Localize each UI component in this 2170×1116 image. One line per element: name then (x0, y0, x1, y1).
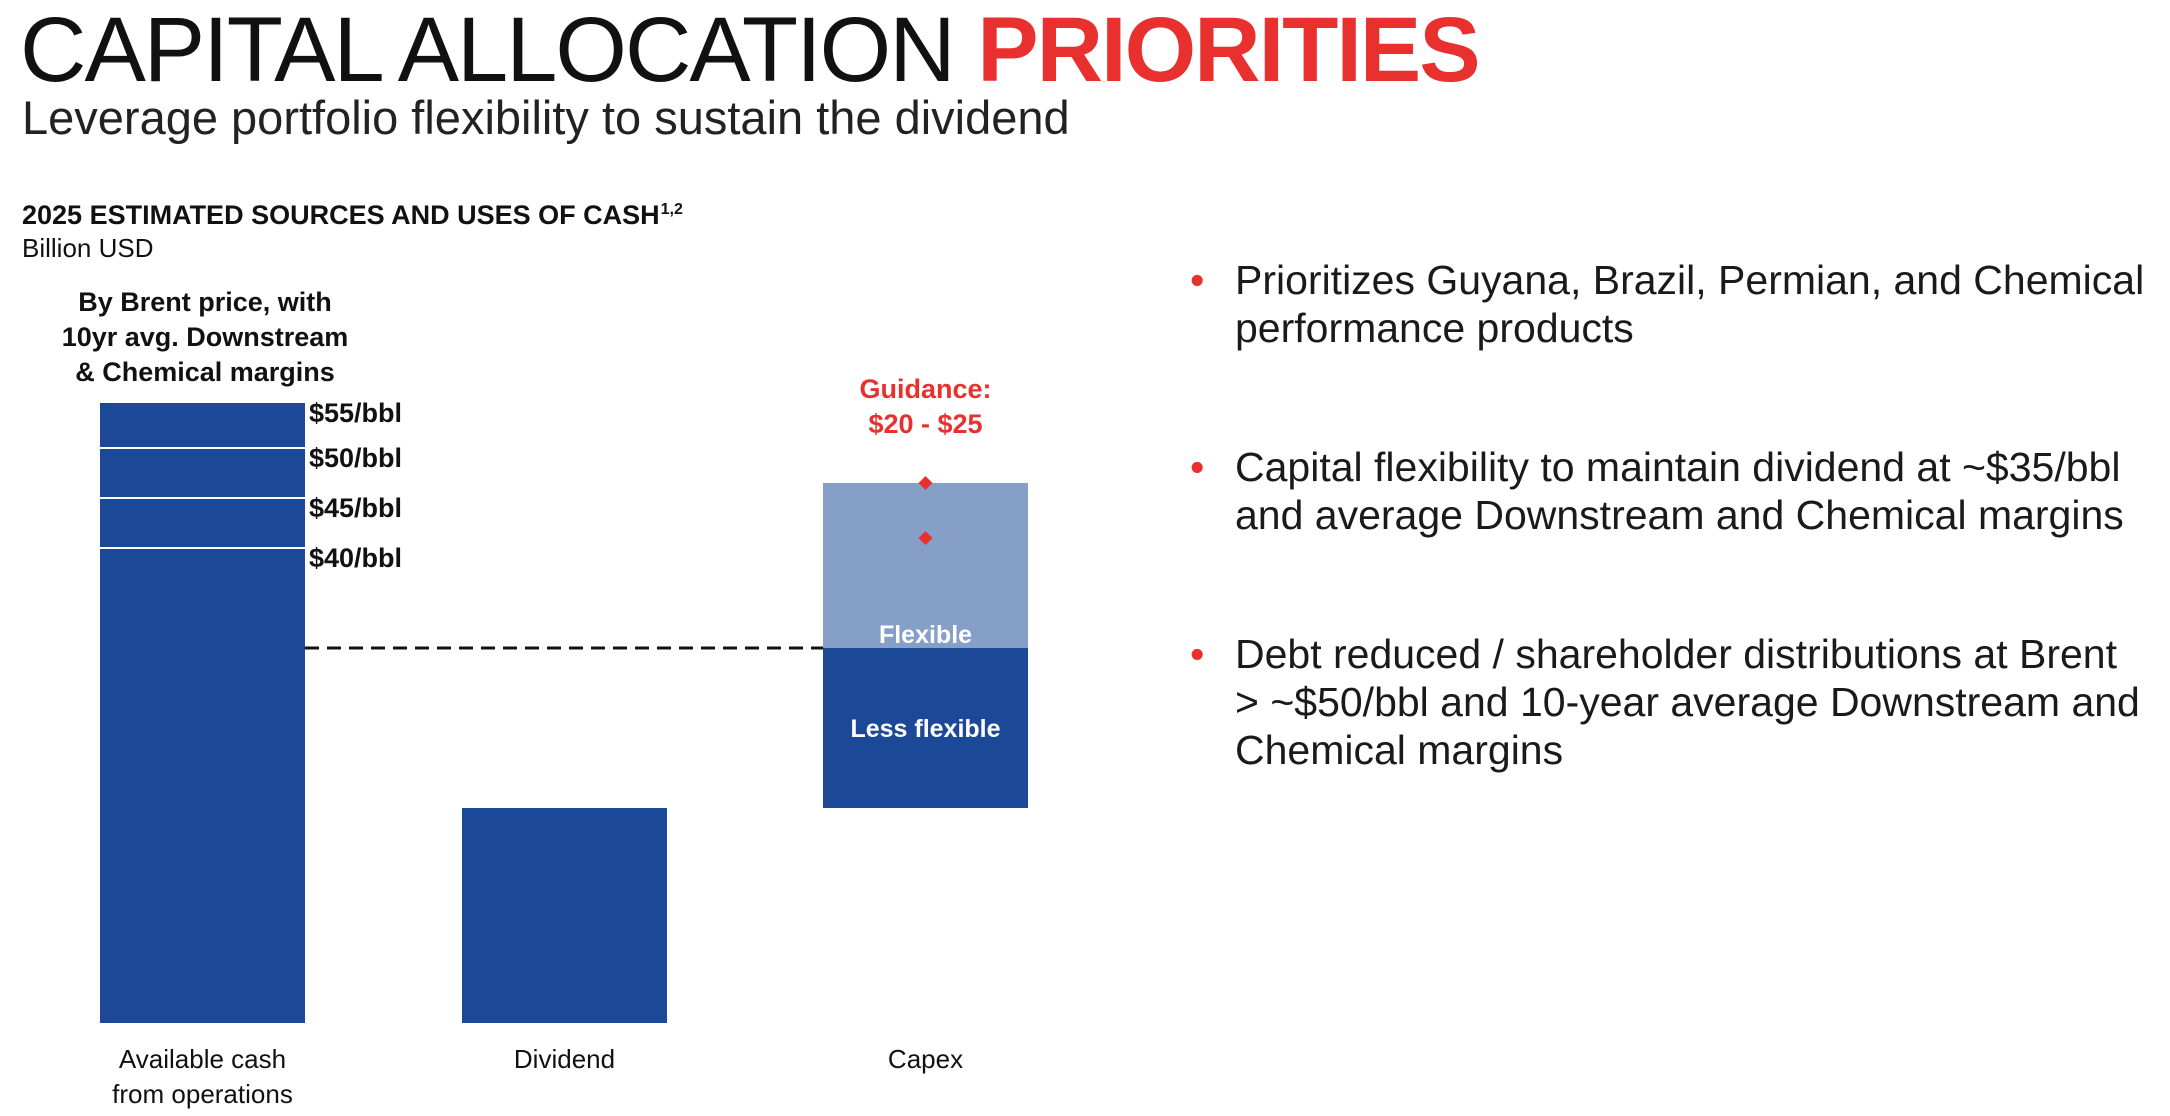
category-label: from operations (112, 1079, 293, 1109)
category-label: Capex (888, 1044, 963, 1074)
guidance-marker (918, 531, 933, 545)
bar-note-line-1: By Brent price, with (78, 287, 332, 317)
bullet-text: Prioritizes Guyana, Brazil, Permian, and… (1235, 257, 2145, 351)
bar-dividend (462, 808, 667, 1023)
capex-flexible-label: Flexible (879, 621, 972, 649)
bullet-dot-icon: • (1190, 257, 1205, 303)
bullet-item: • Capital flexibility to maintain dividen… (1190, 443, 2150, 539)
bar-capex-less-flexible (823, 648, 1028, 808)
bar-note: By Brent price, with 10yr avg. Downstrea… (40, 285, 370, 390)
chart-title: 2025 ESTIMATED SOURCES AND USES OF CASH1… (22, 200, 683, 231)
capex-less-flexible-label: Less flexible (850, 715, 1000, 743)
category-label: Dividend (514, 1044, 615, 1074)
page-subtitle: Leverage portfolio flexibility to sustai… (22, 91, 1070, 144)
price-level-label: $50/bbl (309, 443, 402, 473)
bar-available-cash (100, 403, 305, 1023)
chart-unit: Billion USD (22, 233, 154, 263)
bar-note-line-3: & Chemical margins (75, 357, 335, 387)
page-title-part2: PRIORITIES (977, 0, 1480, 101)
bullet-dot-icon: • (1190, 631, 1205, 677)
bullet-dot-icon: • (1190, 444, 1205, 490)
price-level-label: $45/bbl (309, 493, 402, 523)
page-title-part1: CAPITAL ALLOCATION (20, 0, 978, 101)
bullet-list: • Prioritizes Guyana, Brazil, Permian, an… (1190, 256, 2150, 865)
guidance-label-line-2: $20 - $25 (868, 409, 982, 439)
page-title: CAPITAL ALLOCATION PRIORITIES (20, 0, 1481, 101)
bullet-text: Debt reduced / shareholder distributions… (1235, 631, 2140, 773)
chart-title-footnote: 1,2 (660, 201, 683, 218)
bullet-item: • Prioritizes Guyana, Brazil, Permian, an… (1190, 256, 2150, 352)
bar-capex-flexible (823, 483, 1028, 648)
bullet-text: Capital flexibility to maintain dividend… (1235, 444, 2124, 538)
price-level-label: $40/bbl (309, 543, 402, 573)
guidance-marker (918, 476, 933, 490)
bar-note-line-2: 10yr avg. Downstream (61, 322, 349, 352)
bullet-item: • Debt reduced / shareholder distribution… (1190, 630, 2150, 774)
guidance-label-line-1: Guidance: (859, 374, 991, 404)
price-level-label: $55/bbl (309, 398, 402, 428)
chart-title-text: 2025 ESTIMATED SOURCES AND USES OF CASH (22, 200, 660, 230)
category-label: Available cash (119, 1044, 286, 1074)
